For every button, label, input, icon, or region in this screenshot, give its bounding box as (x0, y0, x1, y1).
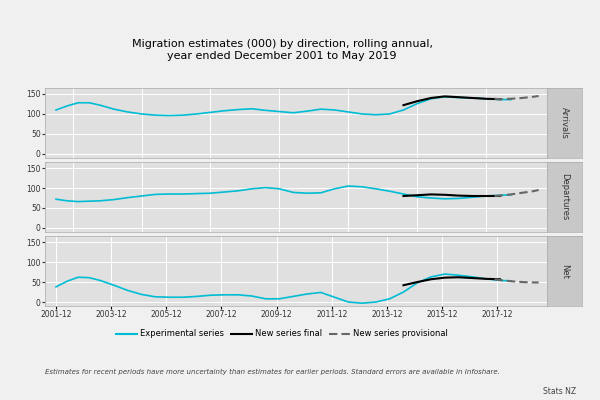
Legend: Experimental series, New series final, New series provisional: Experimental series, New series final, N… (113, 326, 451, 342)
Text: Estimates for recent periods have more uncertainty than estimates for earlier pe: Estimates for recent periods have more u… (45, 369, 500, 375)
Text: Departures: Departures (560, 173, 569, 221)
Text: Stats NZ: Stats NZ (543, 388, 576, 396)
Text: Arrivals: Arrivals (560, 107, 569, 139)
Text: Net: Net (560, 264, 569, 278)
Text: Migration estimates (000) by direction, rolling annual,
year ended December 2001: Migration estimates (000) by direction, … (131, 39, 433, 61)
